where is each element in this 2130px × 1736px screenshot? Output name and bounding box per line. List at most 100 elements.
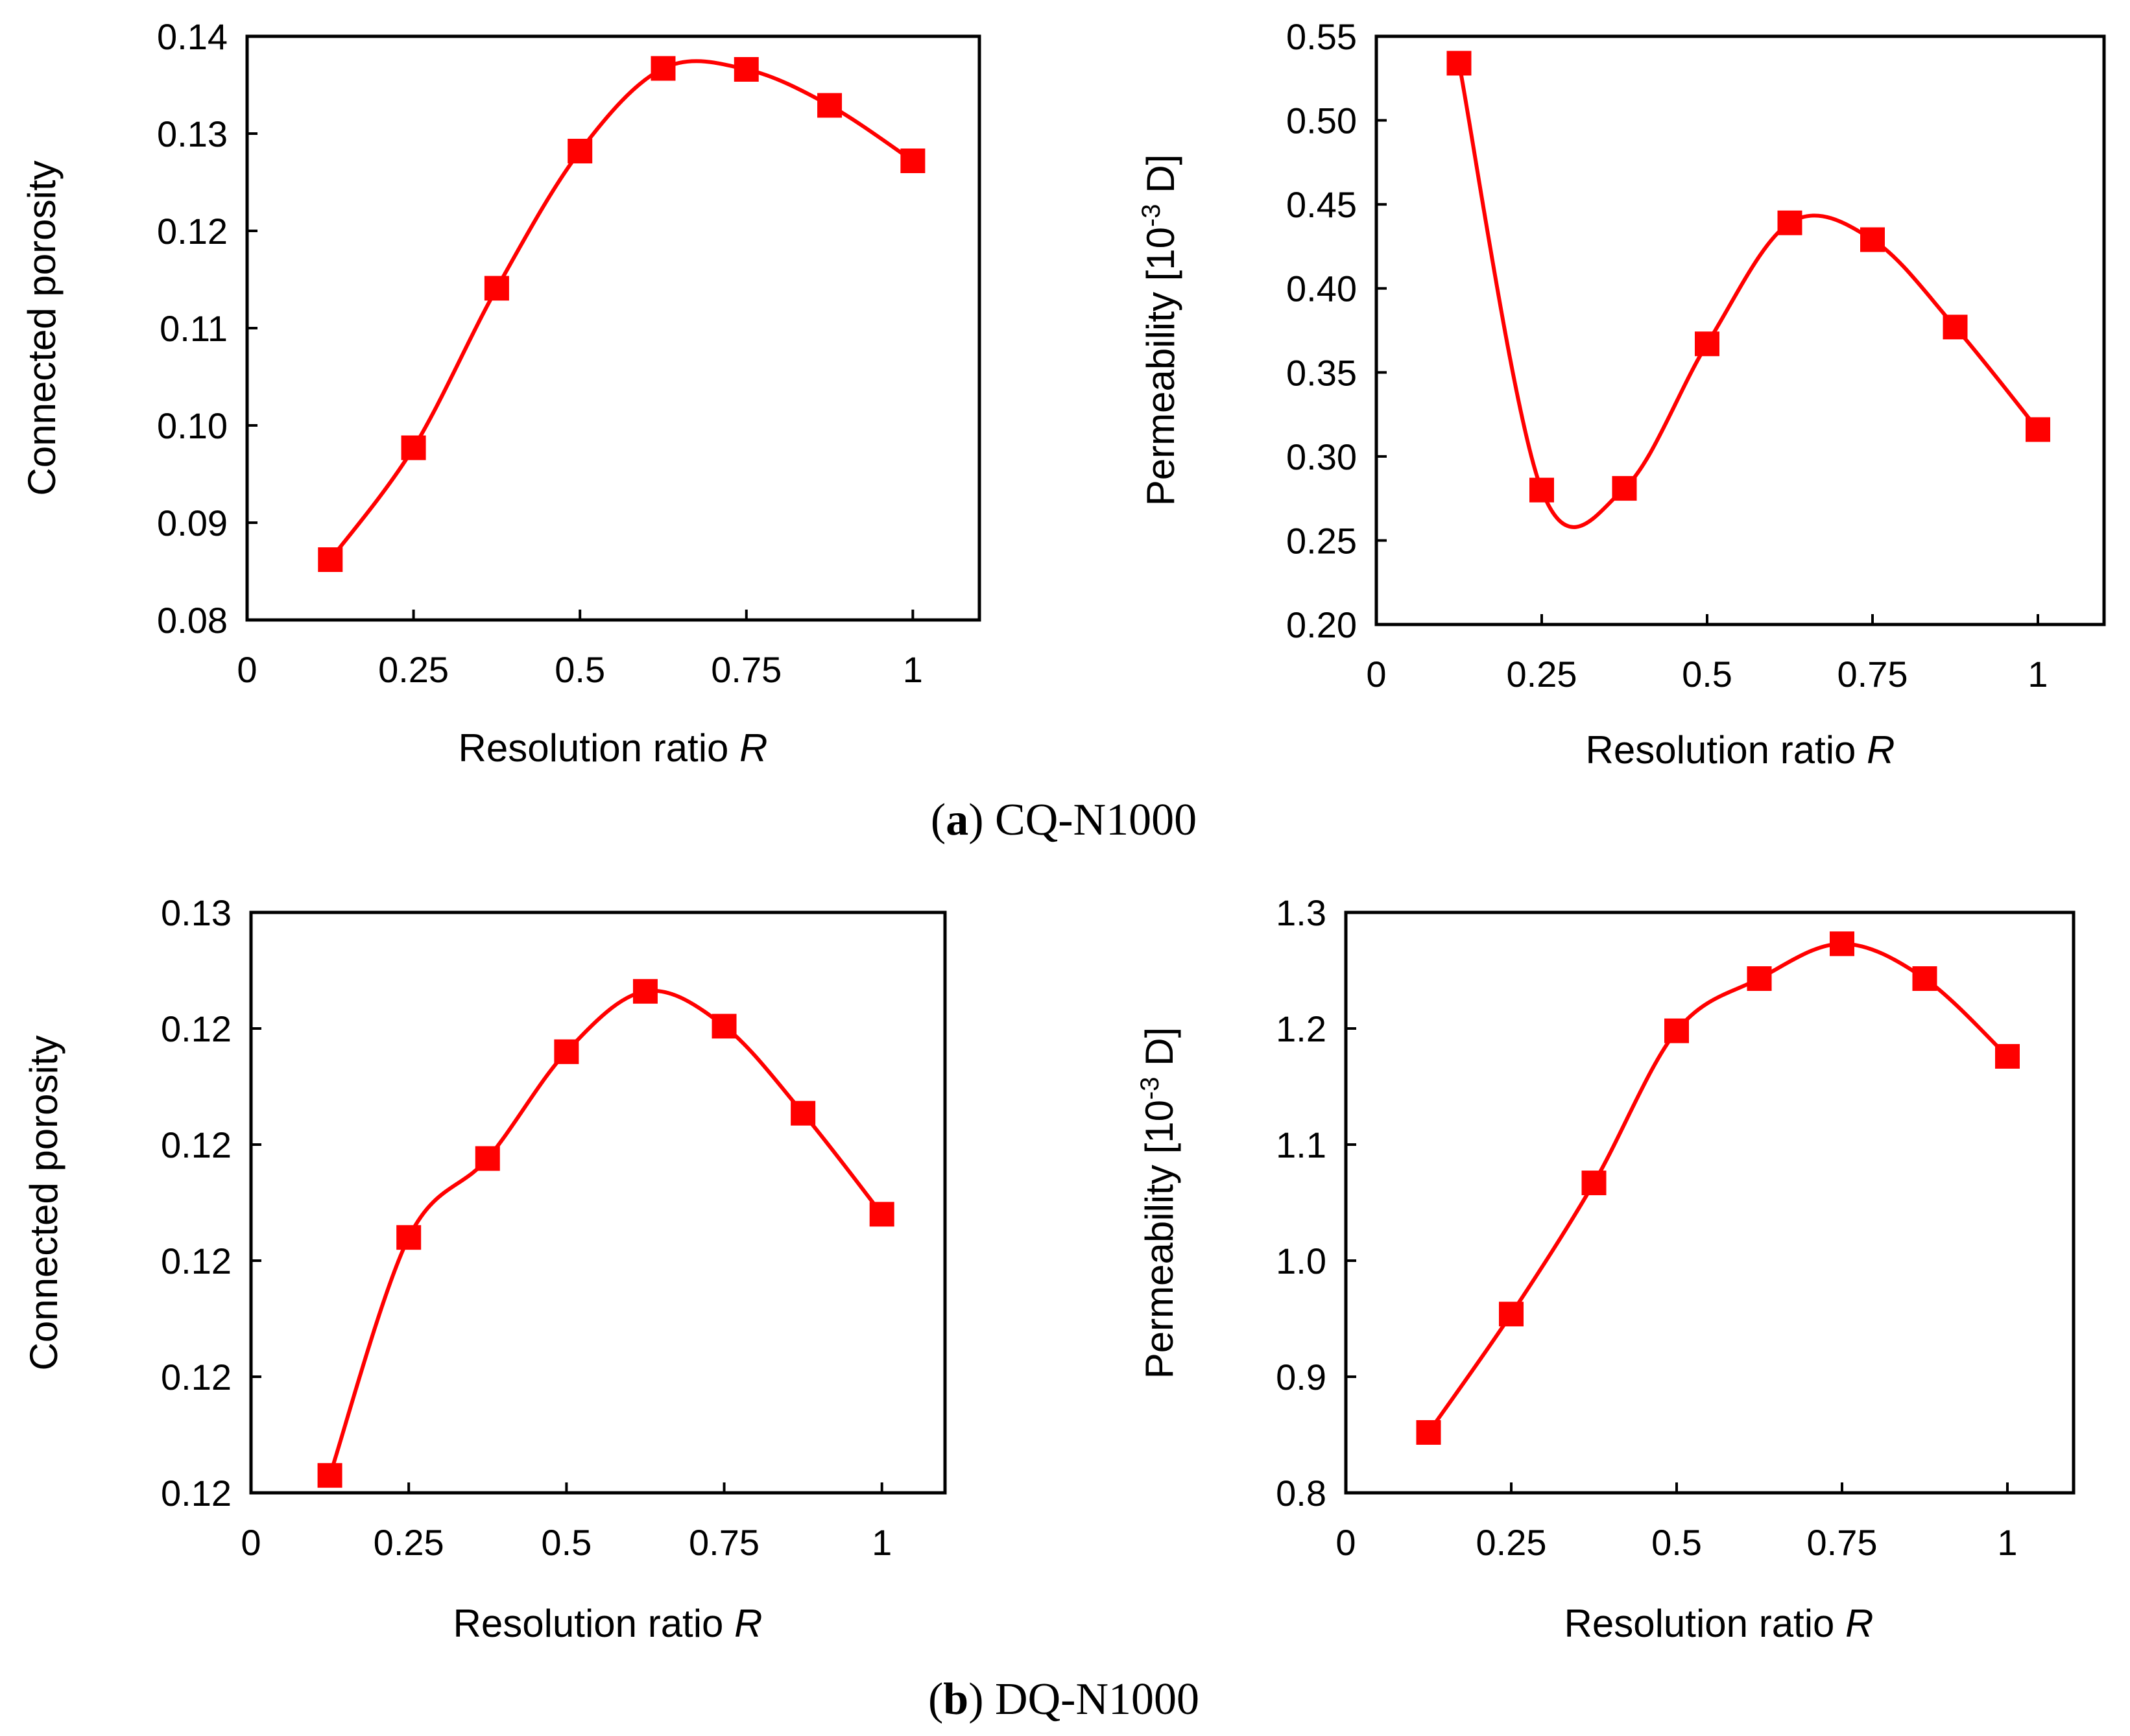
data-point-marker [900, 149, 926, 173]
y-tick-label: 0.12 [161, 1473, 232, 1514]
y-tick-label: 0.40 [1286, 268, 1357, 309]
data-point-marker [396, 1225, 422, 1250]
y-tick-label: 0.50 [1286, 101, 1357, 141]
data-point-marker [568, 139, 593, 163]
caption-a: (a) CQ-N1000 [931, 795, 1197, 845]
data-point-marker [1695, 331, 1719, 357]
x-tick-label: 1 [903, 649, 923, 690]
series-line [328, 59, 915, 561]
y-axis-title: Permeability [10-3 D] [1136, 1027, 1181, 1379]
x-tick-label: 1 [1997, 1522, 2017, 1563]
plot-frame [1344, 910, 2076, 1495]
data-point-marker [1446, 51, 1472, 76]
plot-frame [245, 34, 981, 622]
data-point-marker [632, 979, 658, 1004]
x-tick-label: 0.5 [1651, 1522, 1702, 1563]
y-axis-title: Connected porosity [20, 161, 64, 496]
series-layer [1446, 51, 2050, 529]
y-tick-labels: 0.08 0.09 0.10 0.11 0.12 0.13 0.14 [157, 16, 228, 641]
x-tick-label: 0.75 [1837, 654, 1908, 695]
ticks [250, 911, 883, 1494]
data-point-marker [484, 276, 509, 301]
data-point-marker [317, 1463, 342, 1488]
data-point-marker [2026, 417, 2050, 442]
y-tick-labels: 0.20 0.25 0.30 0.35 0.40 0.45 0.50 0.55 [1286, 16, 1357, 645]
data-point-marker [817, 93, 843, 118]
x-tick-label: 0 [1335, 1522, 1356, 1563]
x-tick-label: 0.25 [374, 1522, 444, 1563]
x-tick-label: 0.75 [1807, 1522, 1878, 1563]
x-tick-label: 0.5 [541, 1522, 592, 1563]
y-tick-label: 0.13 [157, 113, 228, 154]
x-tick-label: 0.5 [1682, 654, 1732, 695]
x-tick-labels: 0 0.25 0.5 0.75 1 [241, 1522, 892, 1563]
y-tick-label: 0.12 [161, 1008, 232, 1049]
data-point-marker [734, 57, 759, 82]
data-point-marker [475, 1146, 500, 1171]
data-point-marker [318, 547, 343, 572]
data-point-marker [651, 56, 676, 81]
data-point-marker [401, 435, 426, 460]
data-point-marker [1581, 1171, 1607, 1196]
caption-b: (b) DQ-N1000 [928, 1674, 1199, 1724]
ticks [246, 35, 915, 621]
x-tick-label: 0 [241, 1522, 261, 1563]
x-tick-label: 1 [872, 1522, 892, 1563]
y-tick-label: 1.1 [1276, 1124, 1326, 1165]
y-tick-label: 0.35 [1286, 352, 1357, 393]
y-tick-label: 0.30 [1286, 436, 1357, 477]
y-tick-label: 0.14 [157, 16, 228, 57]
x-tick-labels: 0 0.25 0.5 0.75 1 [1335, 1522, 2017, 1563]
series-line [1457, 62, 2040, 529]
y-tick-label: 0.12 [157, 211, 228, 252]
ticks [1375, 35, 2039, 626]
x-tick-label: 0.75 [711, 649, 782, 690]
chart-b-permeability: 0.8 0.9 1.0 1.1 1.2 1.3 0 0.25 0.5 0.75 1 Permeab… [1136, 892, 2076, 1645]
series-layer [1416, 931, 2020, 1445]
y-tick-label: 1.2 [1276, 1008, 1326, 1049]
x-tick-label: 0.5 [555, 649, 605, 690]
y-axis-title: Permeability [10-3 D] [1137, 154, 1182, 506]
data-point-marker [1830, 931, 1854, 957]
data-point-marker [869, 1202, 894, 1227]
chart-a-connected-porosity: 0.08 0.09 0.10 0.11 0.12 0.13 0.14 0 0.25 0.5 0.7… [20, 16, 981, 770]
y-tick-label: 0.10 [157, 405, 228, 446]
data-point-marker [1612, 476, 1637, 501]
data-point-marker [1995, 1043, 2020, 1069]
data-point-marker [1529, 477, 1554, 503]
y-tick-labels: 0.12 0.12 0.12 0.12 0.12 0.13 [161, 892, 232, 1514]
y-axis-title: Connected porosity [22, 1036, 66, 1371]
y-tick-label: 0.8 [1276, 1473, 1326, 1514]
chart-a-permeability: 0.200.250.300.350.400.450.500.55 0 0.25 0.… [1137, 16, 2106, 772]
x-tick-label: 0.25 [1507, 654, 1577, 695]
x-tick-label: 1 [2028, 654, 2048, 695]
y-tick-label: 0.55 [1286, 16, 1357, 57]
y-tick-labels: 0.8 0.9 1.0 1.1 1.2 1.3 [1276, 892, 1326, 1514]
y-tick-label: 1.3 [1276, 892, 1326, 933]
y-tick-label: 0.09 [157, 503, 228, 543]
data-point-marker [1499, 1302, 1524, 1327]
data-point-marker [1416, 1420, 1441, 1445]
y-tick-label: 0.12 [161, 1124, 232, 1165]
data-point-marker [554, 1039, 579, 1064]
x-axis-title: Resolution ratio R [459, 726, 768, 770]
y-tick-label: 0.13 [161, 892, 232, 933]
y-tick-label: 0.11 [160, 308, 228, 349]
x-tick-labels: 0 0.25 0.5 0.75 1 [237, 649, 923, 690]
data-point-marker [1777, 210, 1802, 235]
data-point-marker [1943, 315, 1968, 340]
x-tick-label: 0.75 [689, 1522, 760, 1563]
x-tick-labels: 0 0.25 0.5 0.75 1 [1366, 654, 2048, 695]
y-tick-label: 0.08 [157, 600, 228, 641]
x-tick-label: 0.25 [1476, 1522, 1547, 1563]
data-point-marker [791, 1100, 816, 1126]
x-tick-label: 0 [237, 649, 257, 690]
y-tick-label: 0.12 [161, 1357, 232, 1397]
y-tick-label: 0.25 [1286, 520, 1357, 561]
x-tick-label: 0 [1366, 654, 1386, 695]
series-line [1427, 942, 2009, 1434]
data-point-marker [712, 1014, 737, 1039]
chart-b-connected-porosity: 0.12 0.12 0.12 0.12 0.12 0.13 0 0.25 0.5 0.75 1 C… [22, 892, 947, 1645]
y-tick-label: 0.12 [161, 1241, 232, 1281]
